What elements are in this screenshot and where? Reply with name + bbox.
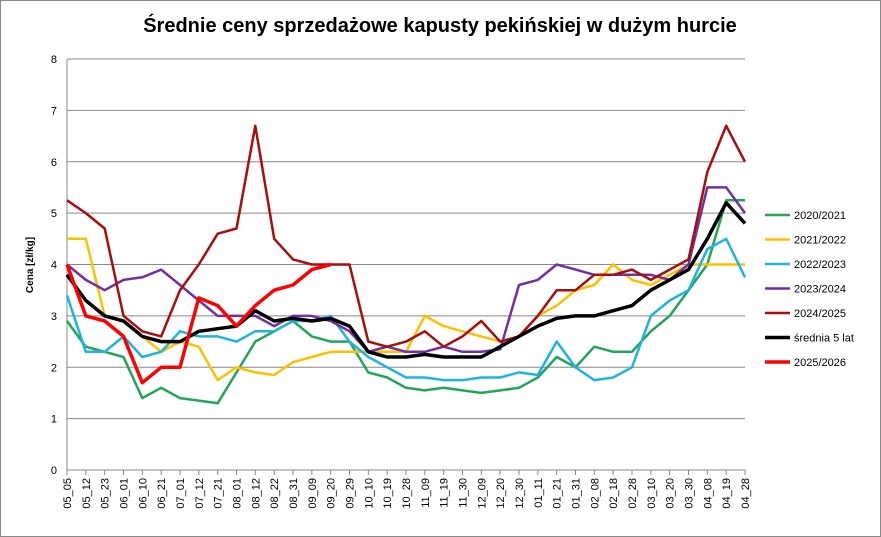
x-tick-label: 08_22 — [269, 478, 281, 509]
series-line — [65, 201, 747, 359]
series-line — [66, 186, 747, 354]
x-tick-label: 09_09 — [307, 478, 319, 509]
x-tick-label: 08_31 — [288, 478, 300, 509]
legend-label: średnia 5 lat — [794, 333, 854, 345]
y-tick-label: 1 — [51, 414, 57, 426]
x-tick-label: 07_01 — [175, 478, 187, 509]
x-tick-label: 05_23 — [100, 478, 112, 509]
x-tick-label: 04_19 — [721, 478, 733, 509]
x-tick-label: 06_10 — [137, 478, 149, 509]
legend-label: 2025/2026 — [794, 357, 846, 369]
series-line — [65, 262, 332, 385]
x-tick-label: 02_18 — [608, 478, 620, 509]
y-tick-label: 6 — [51, 157, 57, 169]
x-tick-label: 08_12 — [250, 478, 262, 509]
x-tick-label: 10_28 — [401, 478, 413, 509]
x-tick-label: 12_30 — [514, 478, 526, 509]
x-tick-label: 08_01 — [232, 478, 244, 509]
x-tick-label: 06_21 — [156, 478, 168, 509]
y-tick-label: 2 — [51, 362, 57, 374]
x-tick-label: 03_10 — [646, 478, 658, 509]
x-tick-label: 04_28 — [740, 478, 752, 509]
y-tick-label: 3 — [51, 311, 57, 323]
legend-label: 2021/2022 — [794, 235, 846, 247]
x-tick-label: 03_30 — [684, 478, 696, 509]
x-tick-label: 11_30 — [458, 478, 470, 508]
x-tick-label: 11_19 — [439, 478, 451, 508]
series-line — [65, 199, 745, 405]
y-tick-label: 8 — [51, 54, 57, 66]
x-tick-label: 12_09 — [476, 478, 488, 509]
x-tick-label: 07_21 — [213, 478, 225, 509]
x-tick-label: 03_20 — [665, 478, 677, 509]
legend-label: 2023/2024 — [794, 284, 846, 296]
x-tick-label: 12_20 — [495, 478, 507, 509]
y-tick-label: 0 — [51, 465, 57, 477]
x-tick-label: 05_05 — [62, 478, 74, 509]
y-axis-label: Cena [zł/kg] — [25, 237, 36, 293]
x-tick-label: 09_20 — [326, 478, 338, 509]
x-tick-label: 01_31 — [571, 478, 583, 509]
x-tick-label: 04_08 — [702, 478, 714, 509]
legend-label: 2020/2021 — [794, 210, 846, 222]
x-tick-label: 10_10 — [363, 478, 375, 509]
x-tick-label: 07_12 — [194, 478, 206, 509]
chart-title: Średnie ceny sprzedażowe kapusty pekińsk… — [143, 13, 737, 37]
series-line — [66, 124, 747, 348]
x-tick-label: 09_29 — [345, 478, 357, 509]
x-tick-label: 01_11 — [533, 478, 545, 508]
x-tick-label: 02_08 — [589, 478, 601, 509]
y-tick-label: 5 — [51, 208, 57, 220]
y-tick-label: 4 — [51, 260, 57, 272]
y-tick-label: 7 — [51, 105, 57, 117]
x-tick-label: 10_19 — [382, 478, 394, 509]
x-tick-label: 06_01 — [119, 478, 131, 509]
x-tick-label: 02_28 — [627, 478, 639, 509]
x-tick-label: 05_12 — [81, 478, 93, 509]
x-tick-label: 01_21 — [552, 478, 564, 509]
series-line — [65, 237, 747, 382]
legend-label: 2024/2025 — [794, 308, 846, 320]
legend-label: 2022/2023 — [794, 259, 846, 271]
x-tick-label: 11_09 — [420, 478, 432, 508]
